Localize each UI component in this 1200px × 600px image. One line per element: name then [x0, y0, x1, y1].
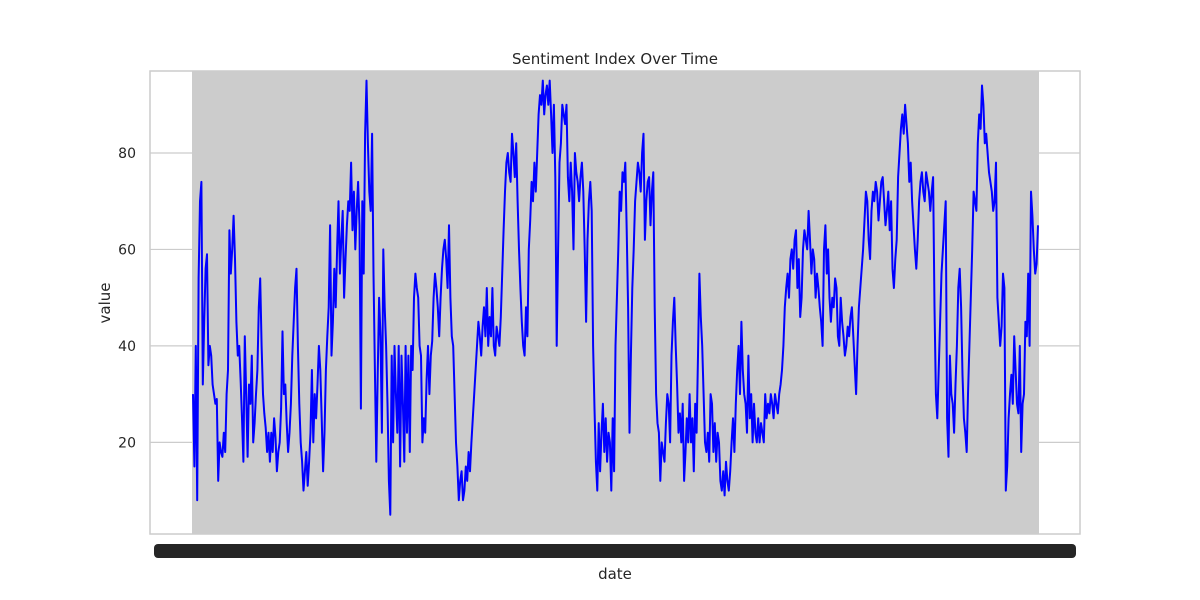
series-line: [192, 79, 1039, 516]
chart-title: Sentiment Index Over Time: [512, 50, 718, 68]
y-tick-label: 40: [118, 339, 136, 355]
y-axis: 20 40 60 80: [118, 146, 136, 451]
plot-shaded-band: [192, 71, 1039, 534]
y-axis-label: value: [96, 283, 114, 324]
x-tick-labels-band: [154, 544, 1076, 558]
y-tick-label: 80: [118, 146, 136, 162]
y-tick-label: 20: [118, 435, 136, 451]
x-axis-label: date: [598, 565, 632, 583]
y-tick-label: 60: [118, 242, 136, 258]
